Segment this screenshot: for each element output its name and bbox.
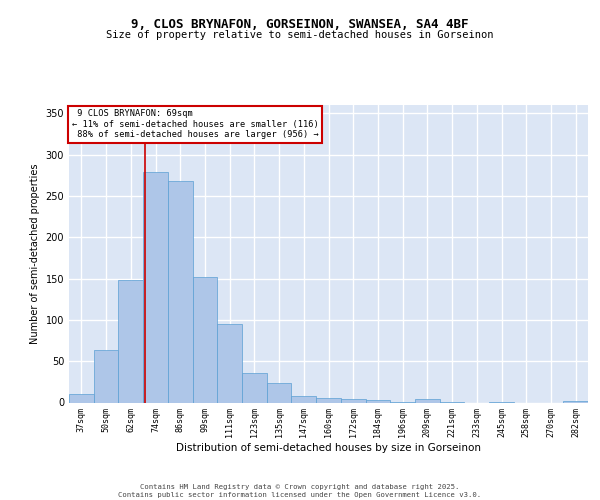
Bar xyxy=(316,398,341,402)
Bar xyxy=(267,384,292,402)
Bar xyxy=(563,401,588,402)
Bar xyxy=(217,324,242,402)
Bar xyxy=(242,373,267,402)
Bar xyxy=(365,400,390,402)
Text: 9, CLOS BRYNAFON, GORSEINON, SWANSEA, SA4 4BF: 9, CLOS BRYNAFON, GORSEINON, SWANSEA, SA… xyxy=(131,18,469,30)
Bar xyxy=(118,280,143,402)
Bar xyxy=(168,181,193,402)
Bar xyxy=(69,394,94,402)
Text: Contains HM Land Registry data © Crown copyright and database right 2025.
Contai: Contains HM Land Registry data © Crown c… xyxy=(118,484,482,498)
Bar xyxy=(94,350,118,403)
Bar xyxy=(193,277,217,402)
Y-axis label: Number of semi-detached properties: Number of semi-detached properties xyxy=(30,164,40,344)
Bar xyxy=(143,172,168,402)
X-axis label: Distribution of semi-detached houses by size in Gorseinon: Distribution of semi-detached houses by … xyxy=(176,443,481,453)
Text: 9 CLOS BRYNAFON: 69sqm
← 11% of semi-detached houses are smaller (116)
 88% of s: 9 CLOS BRYNAFON: 69sqm ← 11% of semi-det… xyxy=(71,110,319,140)
Bar xyxy=(341,399,365,402)
Bar xyxy=(415,399,440,402)
Text: Size of property relative to semi-detached houses in Gorseinon: Size of property relative to semi-detach… xyxy=(106,30,494,40)
Bar xyxy=(292,396,316,402)
